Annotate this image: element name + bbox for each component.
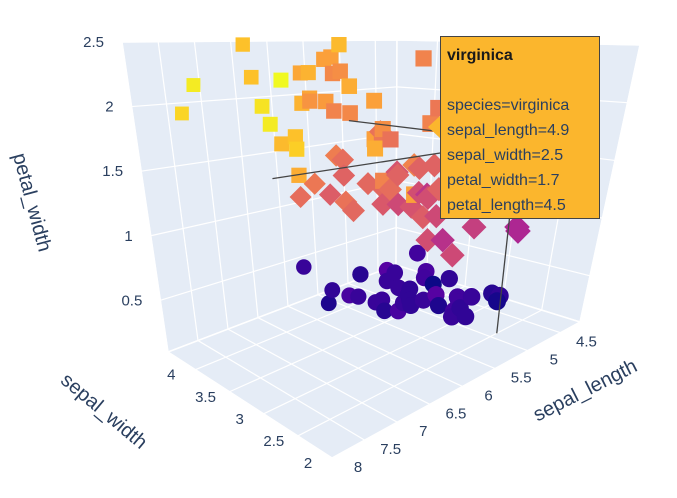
tooltip-line-sepal-length: sepal_length=4.9: [447, 122, 570, 139]
virginica-point[interactable]: [262, 116, 278, 132]
virginica-point[interactable]: [382, 131, 399, 148]
versicolor-point[interactable]: [342, 199, 365, 223]
virginica-point[interactable]: [302, 93, 318, 109]
y-grid-floor-2.5: [297, 309, 542, 437]
virginica-point[interactable]: [254, 98, 270, 114]
versicolor-point[interactable]: [371, 192, 395, 216]
versicolor-point[interactable]: [356, 172, 380, 196]
versicolor-point[interactable]: [415, 227, 440, 253]
z-grid-back-1.5: [141, 133, 397, 172]
virginica-point[interactable]: [291, 167, 307, 183]
versicolor-point[interactable]: [407, 156, 432, 180]
x-tick-label: 8: [354, 459, 362, 476]
x-tick-label: 6: [484, 387, 492, 404]
virginica-point[interactable]: [326, 103, 342, 119]
y-grid-floor-4: [195, 273, 427, 371]
virginica-point[interactable]: [273, 72, 289, 88]
virginica-point[interactable]: [274, 136, 290, 152]
tooltip-title: virginica: [447, 47, 513, 64]
setosa-point[interactable]: [386, 264, 404, 281]
setosa-point[interactable]: [320, 295, 337, 312]
virginica-point[interactable]: [367, 140, 384, 157]
tooltip-line-sepal-width: sepal_width=2.5: [447, 147, 564, 164]
virginica-point[interactable]: [342, 105, 358, 121]
y-tick-label: 3.5: [195, 389, 216, 406]
versicolor-point[interactable]: [410, 205, 435, 230]
setosa-point[interactable]: [296, 259, 312, 275]
virginica-point[interactable]: [366, 92, 383, 109]
versicolor-point[interactable]: [318, 183, 342, 206]
setosa-point[interactable]: [376, 302, 393, 320]
virginica-point[interactable]: [415, 50, 432, 67]
virginica-point[interactable]: [341, 78, 358, 94]
y-tick-label: 3: [235, 411, 243, 428]
tick-labels: 4.5 5 5.5 6 6.5 7 7.5 8 2 2.5 3 3.5 4 0.5 1 1.5 2 2.5: [83, 34, 597, 476]
z-tick-label: 1: [124, 228, 132, 245]
y-tick-label: 2.5: [263, 433, 284, 450]
versicolor-point[interactable]: [303, 172, 326, 195]
hover-tooltip: virginica species=virginica sepal_length…: [440, 36, 600, 219]
z-tick-label: 0.5: [121, 292, 142, 309]
setosa-point[interactable]: [462, 287, 481, 306]
virginica-point[interactable]: [175, 106, 189, 121]
virginica-point[interactable]: [235, 37, 250, 52]
tooltip-line-petal-width: petal_width=1.7: [447, 172, 560, 189]
setosa-point[interactable]: [440, 269, 458, 288]
virginica-point[interactable]: [289, 141, 305, 157]
setosa-point[interactable]: [456, 307, 475, 326]
versicolor-point[interactable]: [331, 148, 355, 172]
virginica-point[interactable]: [331, 37, 347, 53]
x-tick-label: 5.5: [511, 370, 532, 387]
x-tick-label: 4.5: [576, 334, 597, 351]
y-tick-label: 2: [304, 455, 312, 472]
setosa-point[interactable]: [429, 296, 448, 315]
x-axis-title: sepal_length: [530, 355, 641, 426]
z-tick-label: 2.5: [83, 34, 104, 51]
tooltip-arrow: [428, 116, 440, 138]
tooltip-line-petal-length: petal_length=4.5: [447, 197, 566, 214]
setosa-point[interactable]: [324, 282, 341, 299]
z-tick-label: 2: [105, 99, 113, 116]
virginica-point[interactable]: [243, 69, 259, 85]
versicolor-point[interactable]: [289, 185, 312, 209]
x-tick-label: 5: [550, 352, 558, 369]
z-grid-back-1: [150, 180, 397, 237]
versicolor-point[interactable]: [505, 218, 531, 244]
virginica-point[interactable]: [287, 129, 303, 145]
z-axis-title: petal_width: [8, 151, 55, 254]
virginica-point[interactable]: [300, 65, 316, 81]
versicolor-point[interactable]: [332, 164, 356, 187]
versicolor-point[interactable]: [439, 242, 465, 268]
versicolor-point[interactable]: [415, 185, 440, 210]
x-tick-label: 6.5: [445, 405, 466, 422]
x-tick-label: 7.5: [380, 441, 401, 458]
z-grid-back-2.5: [121, 39, 398, 43]
setosa-point[interactable]: [488, 292, 507, 311]
y-tick-label: 4: [167, 367, 175, 384]
setosa-point[interactable]: [352, 266, 369, 283]
versicolor-point[interactable]: [385, 163, 410, 187]
y-grid-floor-2: [331, 321, 581, 459]
x-tick-label: 7: [419, 423, 427, 440]
virginica-point[interactable]: [323, 49, 339, 65]
setosa-point[interactable]: [408, 244, 426, 262]
versicolor-point[interactable]: [430, 227, 455, 253]
versicolor-point[interactable]: [461, 214, 487, 240]
z-tick-label: 1.5: [102, 163, 123, 180]
setosa-point[interactable]: [350, 288, 367, 305]
y-axis-title: sepal_width: [56, 369, 151, 454]
versicolor-point[interactable]: [386, 192, 411, 217]
virginica-point[interactable]: [332, 63, 348, 79]
tooltip-line-species: species=virginica: [447, 97, 570, 114]
data-points[interactable]: [175, 37, 531, 326]
z-grid-back-0.5: [160, 226, 397, 301]
virginica-point[interactable]: [186, 78, 201, 92]
